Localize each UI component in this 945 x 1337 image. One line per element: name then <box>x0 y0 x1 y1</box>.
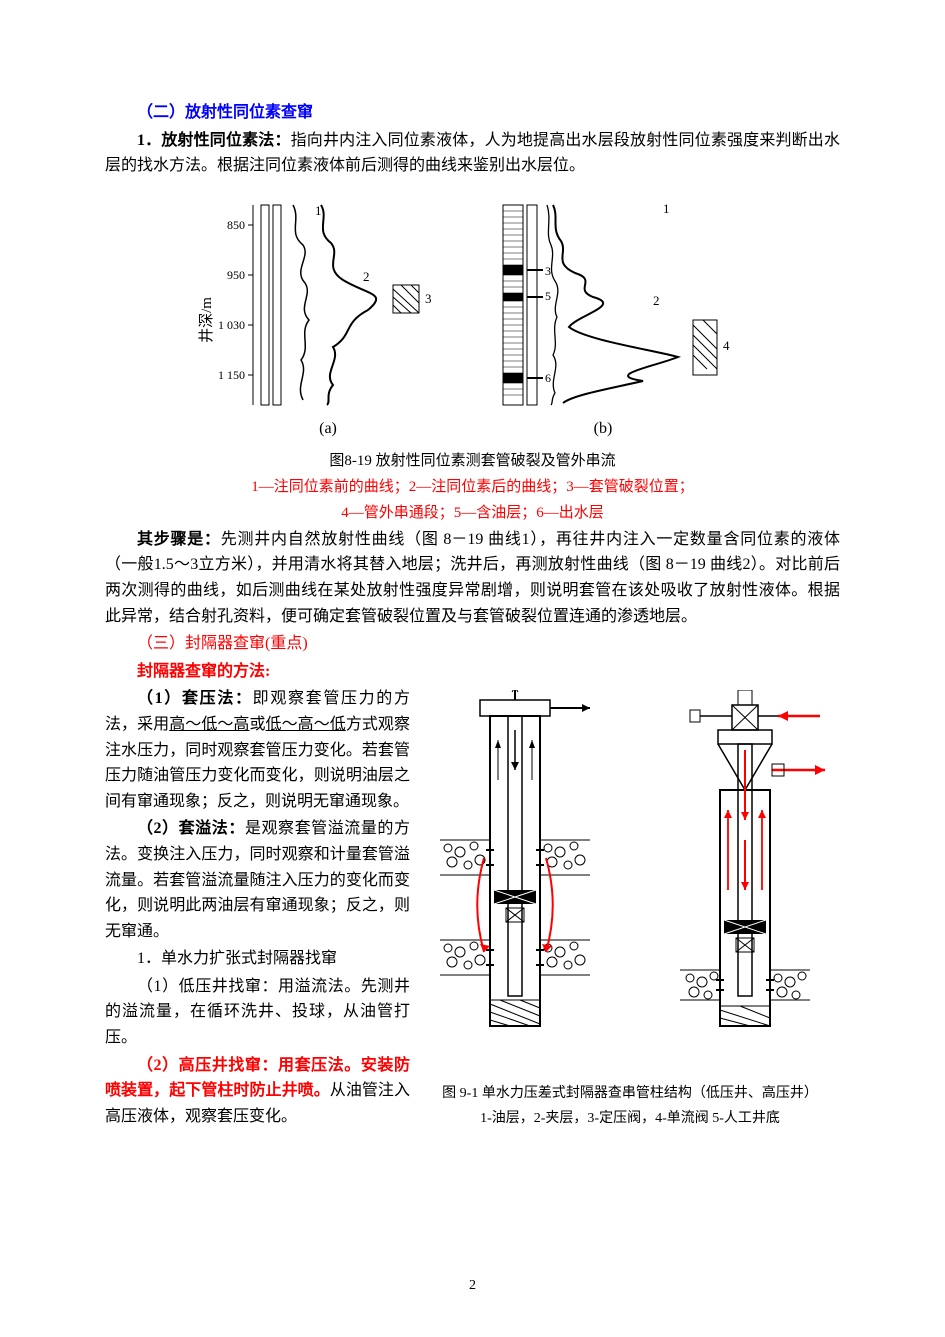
well-high-pressure <box>680 690 825 1026</box>
panel-b-label: (b) <box>593 420 612 437</box>
heading-section-2: （二）放射性同位素查窜 <box>105 100 840 126</box>
figure-9-1: 图 9-1 单水力压差式封隔器查串管柱结构（低压井、高压井） 1-油层，2-夹层… <box>420 690 840 1129</box>
marker-b1: 1 <box>663 201 670 216</box>
m1-bold: （1）套压法： <box>137 690 253 707</box>
fig8-19-legend-1: 1—注同位素前的曲线；2—注同位素后的曲线；3—套管破裂位置； <box>105 475 840 499</box>
well-low-pressure <box>440 690 590 1026</box>
marker-a1: 1 <box>315 203 322 218</box>
fig8-19-legend-2: 4—管外串通段；5—含油层；6—出水层 <box>105 501 840 525</box>
tick-950: 950 <box>227 268 245 282</box>
marker-a2: 2 <box>363 269 370 284</box>
y-axis-label: 井深/m <box>198 297 215 343</box>
panel-a-label: (a) <box>319 420 337 437</box>
page-number: 2 <box>0 1275 945 1297</box>
heading-section-3: （三）封隔器查窜(重点) <box>105 631 840 657</box>
marker-b4: 4 <box>723 338 730 353</box>
tick-1030: 1 030 <box>218 318 245 332</box>
m1-lhl: 低～高～低 <box>266 716 346 733</box>
fig8-19-svg: 井深/m 850 950 1 030 1 150 3 1 2 <box>193 185 753 445</box>
fig9-1-svg <box>420 690 840 1070</box>
m4-bold: （2）高压井找窜：用套压法。 <box>137 1057 361 1074</box>
subhead-methods: 封隔器查窜的方法: <box>105 659 840 685</box>
m1-or: 或 <box>249 716 265 733</box>
tick-850: 850 <box>227 218 245 232</box>
marker-b5: 5 <box>545 289 551 303</box>
steps-bold: 其步骤是： <box>137 531 221 548</box>
m1-hlh: 高～低～高 <box>169 716 249 733</box>
lead-bold-1: 1．放射性同位素法： <box>137 132 291 149</box>
fig8-19-caption: 图8-19 放射性同位素测套管破裂及管外串流 <box>105 449 840 473</box>
fig9-1-caption-1: 图 9-1 单水力压差式封隔器查串管柱结构（低压井、高压井） <box>420 1083 840 1104</box>
marker-b2: 2 <box>653 293 660 308</box>
m2-bold: （2）套溢法： <box>137 820 245 837</box>
figure-8-19: 井深/m 850 950 1 030 1 150 3 1 2 <box>105 185 840 445</box>
para-steps: 其步骤是：先测井内自然放射性曲线（图 8－19 曲线1），再往井内注入一定数量含… <box>105 527 840 629</box>
para-radioactive-method: 1．放射性同位素法：指向井内注入同位素液体，人为地提高出水层段放射性同位素强度来… <box>105 128 840 179</box>
marker-a3: 3 <box>425 291 432 306</box>
panel-a: 井深/m 850 950 1 030 1 150 3 1 2 <box>198 203 432 437</box>
m2-text: 是观察套管溢流量的方法。变换注入压力，同时观察和计量套管溢流量。若套管溢流量随注… <box>105 820 410 939</box>
marker-b6: 6 <box>545 371 551 385</box>
panel-b: 1 2 3 4 5 6 (b) <box>503 201 730 437</box>
fig9-1-caption-2: 1-油层，2-夹层，3-定压阀，4-单流阀 5-人工井底 <box>420 1108 840 1129</box>
marker-b3: 3 <box>545 264 551 278</box>
tick-1150: 1 150 <box>218 368 245 382</box>
